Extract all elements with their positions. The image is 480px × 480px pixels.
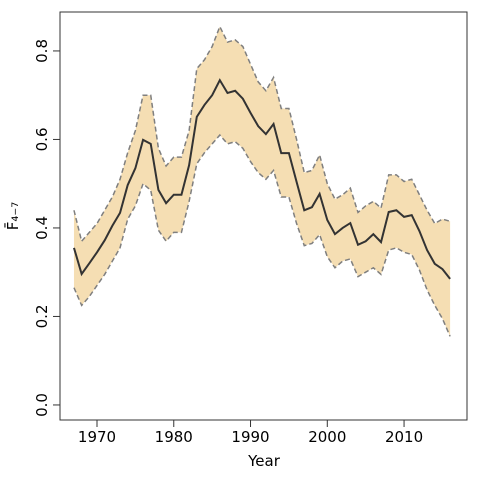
estimate-line (73, 78, 451, 280)
y-axis-label: F̄₄₋₇ (3, 202, 22, 231)
x-tick-label: 1990 (231, 428, 269, 446)
x-tick-label: 2010 (385, 428, 423, 446)
lower-bound (73, 133, 451, 337)
x-tick-label: 1980 (155, 428, 193, 446)
y-tick-label: 0.2 (33, 305, 51, 329)
y-tick-label: 0.4 (33, 216, 51, 240)
upper-bound (73, 24, 451, 243)
plot-frame (59, 11, 468, 421)
x-tick-label: 1970 (78, 428, 116, 446)
y-tick-label: 0.0 (33, 393, 51, 417)
y-tick-label: 0.6 (33, 128, 51, 152)
x-axis-label: Year (247, 452, 281, 470)
y-tick-label: 0.8 (33, 39, 51, 63)
confidence-band (73, 26, 451, 337)
x-tick-label: 2000 (308, 428, 346, 446)
